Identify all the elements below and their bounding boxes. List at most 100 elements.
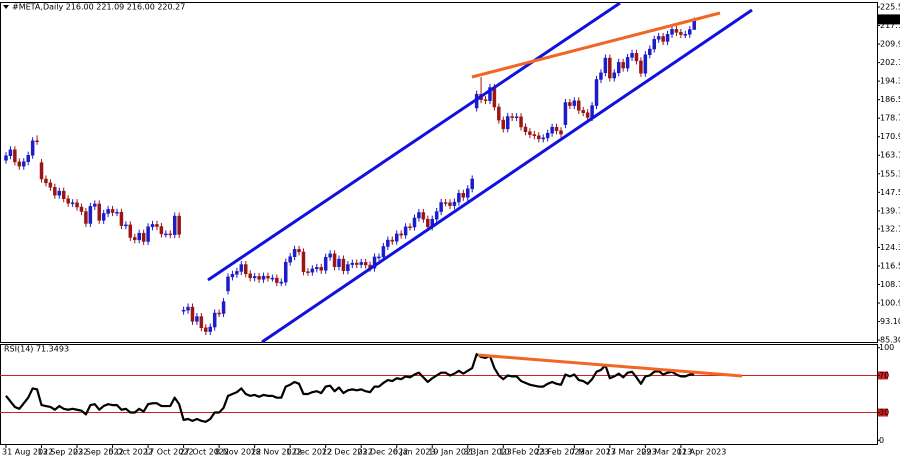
candle-body [93,203,97,207]
candle-body [643,54,648,74]
candle-body [270,277,275,280]
candle-body [164,233,168,236]
x-tick-label: 27 Oct 2022 [180,448,229,457]
candle-body [26,154,30,162]
candle-body [568,102,572,106]
candle-body [661,36,665,42]
candle-body [13,149,17,163]
rsi-panel [0,344,878,445]
candle-body [625,57,630,69]
x-tick-label: 19 Jan 2023 [428,448,476,457]
x-tick-label: 13 Sep 2022 [38,448,89,457]
candle-body [545,132,550,139]
candle-body [177,215,181,235]
channel-lower [261,8,753,344]
candle-body [292,249,297,257]
candle-body [252,276,257,279]
candle-body [22,161,26,167]
candle-body [505,116,510,130]
candle-body [159,226,164,235]
candle-body [310,268,315,273]
candle-body [452,201,457,206]
y-tick-label: 202.10 [880,58,900,67]
candle-body [394,233,399,242]
candle-body [550,126,554,134]
rsi-title: RSI(14) 71.3493 [4,345,69,354]
candle-body [106,209,110,214]
x-tick-label: 6 Jan 2023 [393,448,436,457]
candle-body [466,188,470,198]
candle-body [84,211,88,224]
candle-body [688,29,692,35]
candle-body [492,87,497,108]
candle-body [266,275,270,279]
candle-body [590,105,594,118]
candle-body [141,232,146,242]
y-tick-label: 147.50 [880,188,900,197]
rsi-tick-label: 70 [879,371,889,380]
candle-body [128,224,133,238]
x-tick-label: 10 Feb 2023 [499,448,549,457]
candle-body [133,237,137,241]
y-tick-label: 170.90 [880,132,900,141]
x-tick-label: 12 Dec 2022 [322,448,373,457]
y-tick-label: 194.30 [880,77,900,86]
candle-body [199,316,204,328]
candle-body [39,162,44,180]
candle-body [279,281,284,284]
x-tick-label: 23 Sep 2022 [73,448,124,457]
candle-body [146,226,150,242]
last-price-box [877,14,900,25]
y-tick-label: 124.30 [880,243,900,252]
x-tick-label: 11 Apr 2023 [677,448,726,457]
candle-body [648,48,652,55]
x-tick-label: 17 Mar 2023 [606,448,657,457]
y-tick-label: 116.50 [880,261,900,270]
candle-body [599,72,603,80]
candle-body [350,262,355,265]
candle-body [426,218,430,228]
candle-body [683,34,688,36]
candle-body [532,134,537,137]
candle-body [124,224,128,227]
x-tick-label: 31 Jan 2023 [464,448,512,457]
candle-body [399,233,403,236]
x-tick-label: 23 Feb 2023 [535,448,585,457]
x-tick-label: 23 Dec 2022 [357,448,408,457]
y-tick-label: 209.90 [880,40,900,49]
candle-body [97,203,101,221]
candle-body [372,256,377,269]
candle-body [559,130,563,135]
y-tick-label: 108.70 [880,280,900,289]
candle-body [319,267,323,271]
candle-body [275,277,279,283]
candle-body [204,327,208,332]
candle-body [212,312,217,328]
candle-body [581,110,585,113]
candle-body [186,306,190,311]
candle-body [355,262,359,265]
candle-body [301,251,306,272]
candle-body [634,53,639,62]
candle-body [208,326,212,332]
candle-body [510,116,514,118]
candle-body [4,155,8,161]
candle-body [195,316,199,322]
candle-body [30,140,35,156]
candle-body [497,106,501,121]
y-tick-label: 225.50 [880,2,900,11]
candle-body [488,87,492,101]
candle-body [470,178,474,190]
candle-body [341,258,346,271]
last-price-label: 220.27 [879,15,900,24]
candle-body [679,32,683,35]
y-tick-label: 132.10 [880,224,900,233]
candle-body [612,72,617,79]
candle-body [403,226,408,236]
y-tick-label: 163.10 [880,151,900,160]
candle-body [585,112,590,118]
candle-body [110,209,115,213]
candle-body [377,256,381,259]
candle-body [226,276,230,292]
candle-body [239,264,244,272]
